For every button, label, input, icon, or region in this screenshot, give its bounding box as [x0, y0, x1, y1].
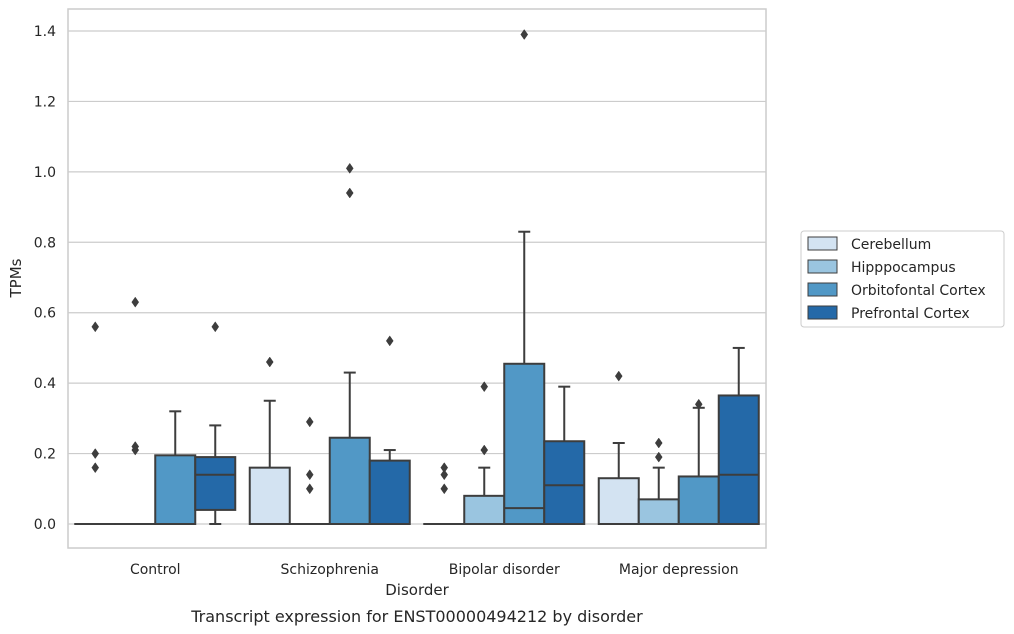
box-body — [328, 436, 371, 526]
plot-frame — [67, 8, 767, 549]
y-tick-label: 1.4 — [34, 24, 56, 40]
outlier-point — [480, 444, 489, 456]
legend-item: Orbitofontal Cortex — [807, 282, 986, 299]
outlier-point — [131, 444, 140, 456]
x-axis-ticks: Control Schizophrenia Bipolar disorder Majo… — [130, 562, 739, 578]
legend-label: Prefrontal Cortex — [851, 306, 970, 322]
box-cerebellum-3 — [597, 370, 640, 526]
x-tick-label: Schizophrenia — [281, 562, 379, 578]
legend-label: Orbitofontal Cortex — [851, 283, 986, 299]
y-axis-label: TPMs — [7, 258, 25, 298]
box-body — [543, 440, 586, 525]
box-body — [597, 477, 640, 526]
box-series — [74, 29, 760, 526]
outlier-point — [440, 483, 449, 495]
box-orbitofontal-cortex-2 — [503, 29, 546, 525]
box-body — [194, 456, 237, 511]
box-cerebellum-2 — [423, 462, 466, 526]
box-hipppocampus-2 — [463, 381, 506, 526]
box-prefrontal-cortex-3 — [717, 346, 760, 526]
x-tick-label: Major depression — [619, 562, 739, 578]
y-tick-label: 0.4 — [34, 376, 56, 392]
box-hipppocampus-0 — [114, 296, 157, 526]
chart-caption: Transcript expression for ENST0000049421… — [190, 607, 643, 626]
legend-swatch — [807, 282, 838, 297]
box-cerebellum-1 — [248, 356, 291, 525]
y-tick-label: 0.2 — [34, 447, 56, 463]
y-tick-label: 0.8 — [34, 235, 56, 251]
outlier-point — [654, 451, 663, 463]
outlier-point — [305, 416, 314, 428]
outlier-point — [694, 398, 703, 410]
x-axis-label: Disorder — [385, 581, 449, 599]
legend-label: Hipppocampus — [851, 260, 956, 276]
legend-item: Prefrontal Cortex — [807, 305, 970, 322]
box-hipppocampus-3 — [637, 437, 680, 526]
x-tick-label: Control — [130, 562, 181, 578]
legend-swatch — [807, 236, 838, 251]
outlier-point — [520, 29, 529, 40]
outlier-point — [211, 321, 220, 333]
y-axis-ticks: 0.0 0.2 0.4 0.6 0.8 1.0 1.2 1.4 — [34, 24, 56, 533]
outlier-point — [614, 370, 623, 382]
legend-label: Cerebellum — [851, 237, 931, 253]
box-body — [503, 362, 546, 525]
outlier-point — [345, 162, 354, 174]
box-orbitofontal-cortex-3 — [677, 398, 720, 526]
outlier-point — [385, 335, 394, 347]
y-tick-label: 1.0 — [34, 165, 56, 181]
outlier-point — [91, 448, 100, 460]
x-tick-label: Bipolar disorder — [449, 562, 560, 578]
grid-lines — [68, 30, 766, 525]
outlier-point — [91, 462, 100, 474]
y-tick-label: 0.0 — [34, 517, 56, 533]
outlier-point — [305, 483, 314, 495]
box-body — [463, 494, 506, 526]
box-cerebellum-0 — [74, 321, 117, 526]
outlier-point — [440, 469, 449, 481]
box-prefrontal-cortex-1 — [368, 335, 411, 526]
outlier-point — [654, 437, 663, 449]
outlier-point — [305, 469, 314, 481]
outlier-point — [91, 321, 100, 333]
box-prefrontal-cortex-0 — [194, 321, 237, 525]
legend-frame — [800, 230, 1005, 328]
box-hipppocampus-1 — [288, 416, 331, 526]
y-tick-label: 1.2 — [34, 94, 56, 110]
legend-item: Cerebellum — [807, 236, 931, 253]
box-body — [677, 475, 720, 526]
outlier-point — [480, 381, 489, 393]
box-orbitofontal-cortex-0 — [154, 410, 197, 526]
outlier-point — [265, 356, 274, 368]
box-body — [248, 466, 291, 525]
legend-swatch — [807, 259, 838, 274]
box-orbitofontal-cortex-1 — [328, 162, 371, 526]
legend: Cerebellum Hipppocampus Orbitofontal Corte… — [800, 230, 1005, 328]
legend-swatch — [807, 305, 838, 320]
y-tick-label: 0.6 — [34, 306, 56, 322]
outlier-point — [131, 296, 140, 308]
box-prefrontal-cortex-2 — [543, 385, 586, 525]
box-body — [717, 394, 760, 526]
box-body — [154, 454, 197, 526]
box-body — [637, 498, 680, 526]
box-body — [368, 459, 411, 526]
outlier-point — [345, 187, 354, 199]
legend-item: Hipppocampus — [807, 259, 956, 276]
